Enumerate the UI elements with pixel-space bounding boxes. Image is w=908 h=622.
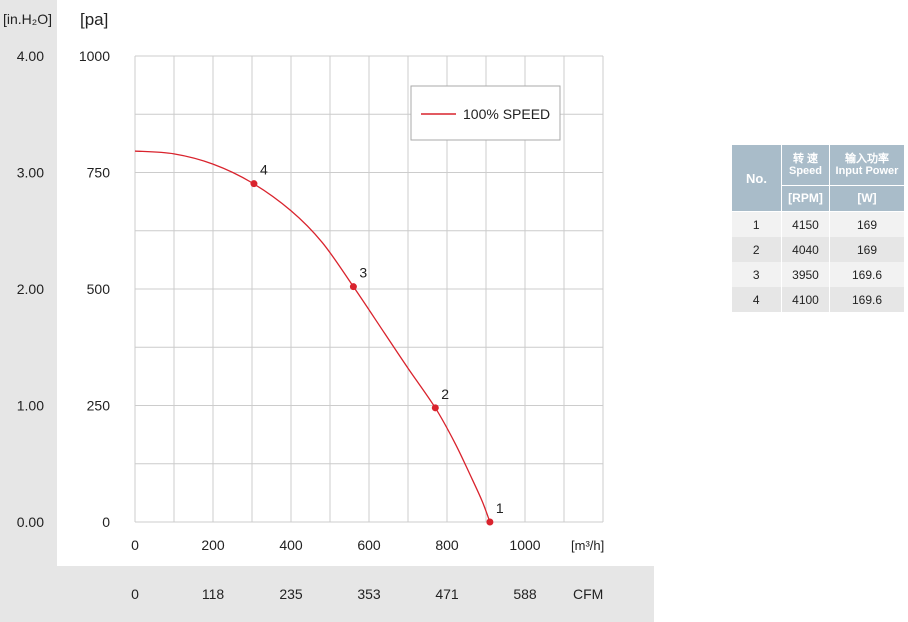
x-tick-label: 600 xyxy=(357,537,381,553)
cell-speed: 4040 xyxy=(781,237,830,262)
header-speed-en: Speed xyxy=(788,164,822,177)
y-unit: [pa] xyxy=(80,10,108,29)
x-tick-label: 1000 xyxy=(509,537,540,553)
legend: 100% SPEED xyxy=(410,85,561,141)
x-secondary-tick-label: 588 xyxy=(513,586,537,602)
y-secondary-tick-label: 3.00 xyxy=(17,165,44,181)
operating-point-marker xyxy=(431,404,439,412)
operating-point-label: 3 xyxy=(359,265,367,281)
secondary-axis-band xyxy=(0,0,57,622)
cell-no: 2 xyxy=(731,237,782,262)
cell-no: 4 xyxy=(731,287,782,312)
chart-grid xyxy=(134,55,604,523)
spec-table: No. 转 速 Speed 输入功率 Input Power [RPM] [W] 1… xyxy=(731,144,905,312)
y-tick-label: 750 xyxy=(87,165,111,181)
y-tick-label: 250 xyxy=(87,398,111,414)
legend-box xyxy=(410,85,561,141)
x-secondary-tick-label: 0 xyxy=(131,586,139,602)
table-row: 2 4040 169 xyxy=(731,237,905,262)
x-secondary-tick-label: 118 xyxy=(202,586,225,602)
cell-power: 169.6 xyxy=(829,262,905,287)
operating-point-marker xyxy=(486,518,494,526)
cell-speed: 4150 xyxy=(781,211,830,237)
table-row: 1 4150 169 xyxy=(731,211,905,237)
speed-curve xyxy=(134,150,491,523)
header-power-cn: 输入功率 xyxy=(845,152,889,165)
cell-no: 1 xyxy=(731,211,782,237)
cell-power: 169.6 xyxy=(829,287,905,312)
operating-point-label: 4 xyxy=(260,162,268,178)
operating-point-marker xyxy=(250,180,258,188)
operating-point-label: 2 xyxy=(441,386,449,402)
cell-power: 169 xyxy=(829,211,905,237)
header-power: 输入功率 Input Power xyxy=(829,144,905,186)
unit-power: [W] xyxy=(829,184,905,213)
y-secondary-tick-label: 0.00 xyxy=(17,514,44,530)
y-secondary-tick-label: 1.00 xyxy=(17,398,44,414)
legend-label: 100% SPEED xyxy=(463,106,550,122)
x-tick-label: 400 xyxy=(279,537,303,553)
table-row: 3 3950 169.6 xyxy=(731,262,905,287)
axis-ticks: 0 200 400 600 800 1000 0 118 235 353 471 588 0 250 500… xyxy=(17,48,541,602)
cell-speed: 3950 xyxy=(781,262,830,287)
x-secondary-tick-label: 235 xyxy=(279,586,303,602)
y-secondary-unit: [in.H₂O] xyxy=(3,11,52,27)
y-secondary-tick-label: 4.00 xyxy=(17,48,44,64)
x-unit: [m³/h] xyxy=(571,538,604,553)
table-row: 4 4100 169.6 xyxy=(731,287,905,312)
header-speed: 转 速 Speed xyxy=(781,144,830,186)
y-tick-label: 1000 xyxy=(79,48,110,64)
x-tick-label: 200 xyxy=(201,537,225,553)
x-secondary-unit: CFM xyxy=(573,586,603,602)
y-tick-label: 500 xyxy=(87,281,111,297)
y-tick-label: 0 xyxy=(102,514,110,530)
operating-points: 1 2 3 4 xyxy=(250,162,504,526)
header-no: No. xyxy=(731,144,782,212)
x-secondary-tick-label: 353 xyxy=(357,586,381,602)
operating-point-marker xyxy=(349,283,357,291)
cell-power: 169 xyxy=(829,237,905,262)
header-power-en: Input Power xyxy=(835,164,899,177)
x-tick-label: 800 xyxy=(435,537,459,553)
header-speed-cn: 转 速 xyxy=(792,152,819,165)
cell-speed: 4100 xyxy=(781,287,830,312)
operating-point-label: 1 xyxy=(496,500,504,516)
y-secondary-tick-label: 2.00 xyxy=(17,281,44,297)
cfm-axis-band xyxy=(57,566,654,622)
x-tick-label: 0 xyxy=(131,537,139,553)
cell-no: 3 xyxy=(731,262,782,287)
x-secondary-tick-label: 471 xyxy=(435,586,459,602)
unit-speed: [RPM] xyxy=(781,184,830,213)
